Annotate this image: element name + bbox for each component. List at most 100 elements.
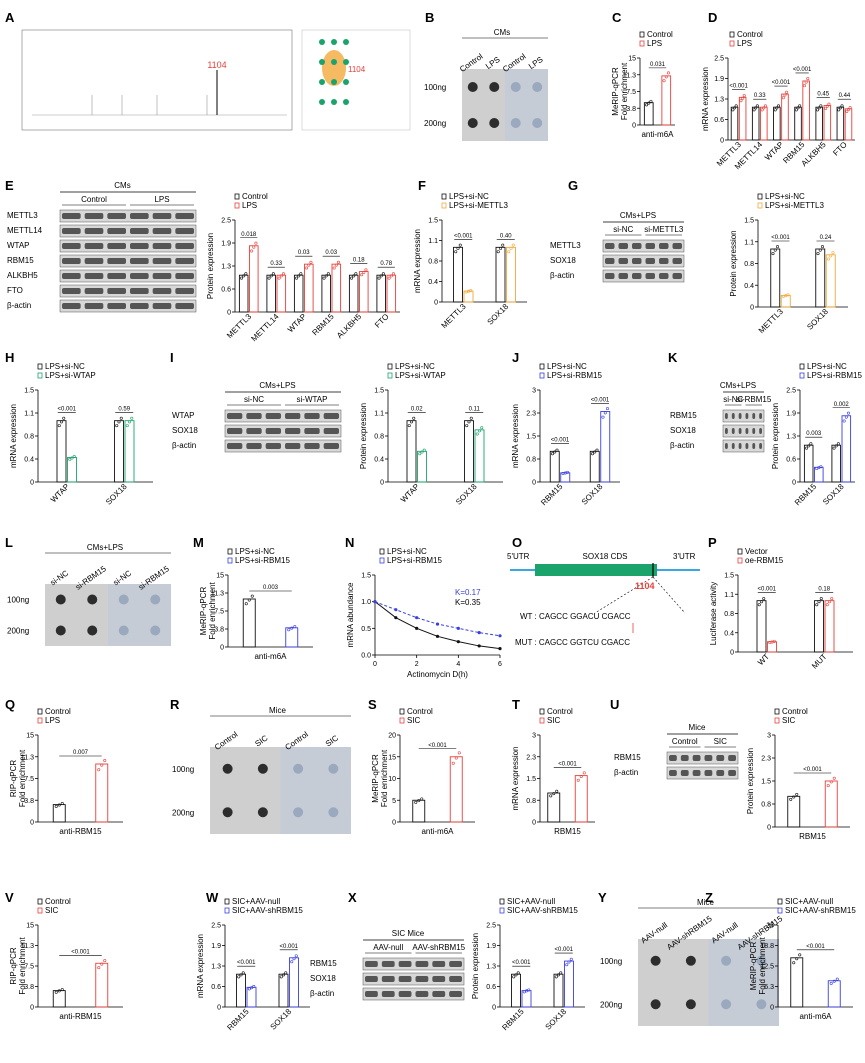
legend-label: Control bbox=[407, 707, 433, 716]
data-point bbox=[362, 270, 366, 274]
nucleotide bbox=[319, 59, 325, 65]
data-point bbox=[662, 79, 666, 83]
y-tick-label: 0 bbox=[30, 1005, 34, 1012]
data-point bbox=[759, 600, 763, 604]
blot-band bbox=[645, 258, 655, 264]
x-tick-label: SOX18 bbox=[104, 482, 129, 507]
blot-strip bbox=[602, 254, 685, 268]
legend-label: SIC bbox=[782, 716, 796, 725]
legend-swatch bbox=[757, 193, 763, 200]
blot-band bbox=[227, 428, 243, 434]
legend-label: Control bbox=[782, 707, 808, 716]
bar bbox=[406, 420, 417, 483]
blot-row-label: RBM15 bbox=[670, 411, 697, 420]
dot bbox=[489, 118, 500, 128]
legend-swatch bbox=[441, 202, 447, 209]
x-tick-label: RBM15 bbox=[793, 482, 819, 508]
membrane-stained bbox=[280, 747, 351, 834]
data-point bbox=[565, 470, 569, 474]
blot-band bbox=[704, 755, 713, 761]
y-tick-label: 0.6 bbox=[221, 287, 231, 294]
data-point bbox=[601, 415, 605, 419]
blot-band bbox=[304, 413, 320, 419]
y-tick-label: 15 bbox=[26, 733, 34, 740]
data-point bbox=[456, 626, 460, 630]
x-tick-label: WTAP bbox=[286, 312, 308, 334]
data-point bbox=[457, 751, 461, 755]
data-point bbox=[458, 243, 462, 247]
y-tick-label: 0.4 bbox=[724, 630, 734, 637]
dot bbox=[150, 625, 161, 636]
y-tick-label: 0 bbox=[227, 310, 231, 317]
y-tick-label: 0 bbox=[770, 1005, 774, 1012]
data-point bbox=[240, 276, 244, 280]
blot-title: CMs bbox=[114, 181, 130, 190]
y-axis-label: Protein expression bbox=[359, 403, 368, 469]
bar bbox=[331, 263, 342, 313]
p-value: <0.001 bbox=[551, 437, 570, 443]
y-tick-label: 2.5 bbox=[486, 923, 496, 930]
data-point bbox=[837, 108, 841, 112]
blot-band bbox=[605, 258, 615, 264]
data-point bbox=[57, 803, 61, 807]
blot-row-label: WTAP bbox=[172, 411, 195, 420]
data-point bbox=[829, 254, 833, 258]
legend-swatch bbox=[737, 557, 743, 564]
data-point bbox=[559, 971, 563, 975]
bar bbox=[449, 756, 463, 823]
blot-row-label: SOX18 bbox=[172, 426, 198, 435]
data-point bbox=[72, 454, 76, 458]
data-point bbox=[454, 756, 458, 760]
y-tick-label: 0 bbox=[792, 480, 796, 487]
data-point bbox=[804, 80, 808, 84]
y-tick-label: 0 bbox=[720, 138, 724, 145]
western-blot: CMs+LPS si-NC si-METTL3 METTL3 SOX18 β-actin bbox=[550, 211, 685, 283]
blot-band bbox=[130, 213, 149, 219]
data-point bbox=[252, 245, 256, 249]
blot-band bbox=[728, 770, 736, 776]
bar bbox=[802, 80, 810, 141]
blot-band bbox=[62, 303, 81, 309]
y-tick-label: 1.3 bbox=[486, 964, 496, 971]
y-tick-label: 1.1 bbox=[744, 239, 754, 246]
p-value: 0.78 bbox=[380, 261, 392, 267]
legend-swatch bbox=[224, 898, 230, 905]
blot-band bbox=[175, 273, 194, 279]
data-point bbox=[557, 973, 561, 977]
y-tick-label: 2.3 bbox=[526, 754, 536, 761]
y-tick-label: 0 bbox=[30, 480, 34, 487]
dot bbox=[222, 763, 233, 774]
rna-structure bbox=[301, 29, 411, 131]
membrane-stained bbox=[708, 939, 779, 1026]
blot-strip bbox=[362, 972, 465, 986]
y-tick-label: 1.9 bbox=[221, 241, 231, 248]
bar bbox=[386, 274, 397, 313]
bar bbox=[841, 415, 852, 483]
x-tick-label: WT bbox=[756, 652, 771, 667]
panel-letter-y: Y bbox=[598, 890, 607, 905]
data-point bbox=[451, 761, 455, 765]
p-value: 0.002 bbox=[834, 402, 850, 408]
bar bbox=[289, 957, 299, 1008]
blot-band bbox=[449, 976, 462, 982]
zoom-line bbox=[594, 576, 654, 614]
x-tick-label: FTO bbox=[373, 312, 391, 330]
site-label-structure: 1104 bbox=[348, 65, 366, 74]
bar bbox=[304, 263, 314, 313]
data-point bbox=[364, 268, 368, 272]
data-point bbox=[829, 780, 833, 784]
blot-group-label: Control bbox=[672, 737, 698, 746]
blot-group-label: Control bbox=[81, 195, 107, 204]
data-point bbox=[387, 276, 391, 280]
bar bbox=[495, 246, 506, 303]
y-tick-label: 3.8 bbox=[214, 627, 224, 634]
blot-group-label: si-METTL3 bbox=[644, 225, 684, 234]
data-point bbox=[565, 963, 569, 967]
nucleotide bbox=[331, 59, 337, 65]
data-point bbox=[277, 276, 281, 280]
blot-row-label: METTL3 bbox=[7, 211, 38, 220]
blot-row-label: METTL14 bbox=[7, 226, 43, 235]
